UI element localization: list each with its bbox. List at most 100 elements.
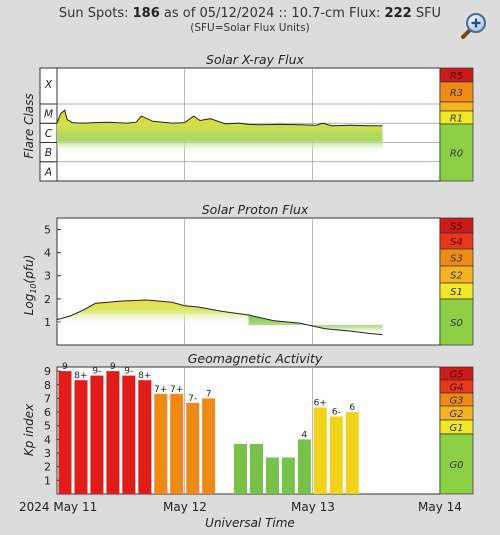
x-tick-may11: 2024 May 11 bbox=[19, 500, 97, 514]
kp-bar-label: 7+ bbox=[170, 385, 183, 395]
kp-scale-label: G1 bbox=[449, 423, 463, 434]
proton-scale-label: S0 bbox=[450, 318, 463, 329]
proton-scale-label: S3 bbox=[450, 254, 463, 265]
kp-bar-label: 9 bbox=[110, 362, 116, 372]
flux-unit: SFU bbox=[415, 6, 442, 21]
zoom-icon[interactable] bbox=[460, 12, 488, 40]
kp-bar bbox=[138, 380, 152, 494]
proton-flux-area-late bbox=[248, 315, 383, 335]
xray-class-label: X bbox=[44, 79, 53, 91]
proton-flux-area bbox=[57, 300, 249, 325]
kp-bar-label: 6- bbox=[332, 408, 341, 418]
xray-scale-label: R5 bbox=[450, 71, 463, 82]
xray-class-label: A bbox=[44, 166, 52, 178]
xray-flux-line bbox=[56, 109, 383, 127]
sunspots-label: Sun Spots: bbox=[58, 6, 129, 21]
kp-bar-label: 9- bbox=[92, 367, 101, 377]
kp-ytick-label: 8 bbox=[44, 379, 51, 392]
proton-scale-label: S2 bbox=[450, 271, 463, 282]
kp-bars: 98+ 9- 9 9- 8+7+ 7+7- 746+6- 6 bbox=[58, 362, 359, 494]
kp-bar-label: 7- bbox=[188, 394, 197, 404]
header-summary: Sun Spots: 186 as of 05/12/2024 :: 10.7-… bbox=[0, 6, 500, 21]
kp-ytick-label: 3 bbox=[44, 447, 51, 460]
proton-ytick-label: 1 bbox=[44, 316, 51, 329]
kp-bar bbox=[234, 443, 247, 494]
kp-bar bbox=[58, 371, 72, 494]
proton-ytick-label: 2 bbox=[44, 293, 51, 306]
kp-bar-label: 8+ bbox=[74, 371, 87, 381]
kp-ytick-label: 6 bbox=[44, 406, 51, 419]
xray-scale-label: R0 bbox=[450, 149, 463, 160]
xray-class-label: C bbox=[45, 128, 53, 140]
xray-title: Solar X-ray Flux bbox=[206, 52, 305, 67]
kp-ytick-label: 9 bbox=[44, 365, 51, 378]
flux-value: 222 bbox=[384, 6, 412, 21]
kp-bar bbox=[170, 393, 184, 494]
kp-scale-label: G4 bbox=[449, 383, 463, 394]
kp-bar bbox=[345, 412, 359, 494]
xray-class-box bbox=[39, 67, 58, 105]
kp-bar bbox=[106, 371, 120, 494]
xray-scale-label: R3 bbox=[450, 88, 463, 99]
x-axis: 2024 May 11 May 12 May 13 May 14 Univers… bbox=[19, 500, 462, 530]
sunspots-value: 186 bbox=[132, 6, 160, 21]
kp-scale-label: G2 bbox=[449, 409, 463, 420]
kp-ytick-label: 2 bbox=[44, 461, 51, 474]
proton-scale-label: S1 bbox=[450, 287, 463, 298]
xray-class-label: B bbox=[45, 147, 52, 159]
proton-scale-label: S5 bbox=[450, 222, 463, 233]
kp-bar-label: 7+ bbox=[154, 385, 167, 395]
proton-scale-segment bbox=[439, 298, 474, 346]
kp-scale-label: G0 bbox=[449, 460, 463, 471]
x-tick-may14: May 14 bbox=[418, 500, 462, 514]
kp-bar-label: 9 bbox=[62, 362, 68, 372]
kp-bar-label: 9- bbox=[124, 367, 133, 377]
kp-bar-label: 8+ bbox=[138, 371, 151, 381]
proton-scale-label: S4 bbox=[450, 237, 463, 248]
proton-ylabel: Log10(pfu) bbox=[22, 255, 38, 316]
xray-scale-segment bbox=[439, 101, 474, 112]
kp-gridlines bbox=[184, 367, 313, 494]
kp-bar bbox=[313, 407, 327, 494]
x-tick-may12: May 12 bbox=[163, 500, 207, 514]
kp-scale-segment bbox=[439, 433, 474, 495]
proton-title: Solar Proton Flux bbox=[202, 202, 309, 217]
kp-bar bbox=[202, 398, 216, 494]
xray-flux-area bbox=[57, 110, 383, 153]
as-of-date: as of 05/12/2024 :: bbox=[163, 6, 288, 21]
sfu-note: (SFU=Solar Flux Units) bbox=[190, 22, 310, 34]
kp-bar bbox=[329, 416, 343, 494]
xray-class-label: M bbox=[44, 109, 53, 121]
kp-bar-label: 6 bbox=[349, 403, 355, 413]
kp-bar bbox=[281, 457, 295, 494]
kp-bar-label: 7 bbox=[206, 389, 212, 399]
proton-radiation-scale: S5 S4 S3 S2 S1 S0 bbox=[439, 217, 474, 346]
kp-ytick-label: 5 bbox=[44, 420, 51, 433]
kp-bar bbox=[90, 375, 104, 494]
flux-label: 10.7-cm Flux: bbox=[291, 6, 381, 21]
kp-bar bbox=[266, 457, 279, 494]
kp-bar bbox=[74, 380, 88, 494]
kp-ytick-label: 1 bbox=[44, 474, 51, 487]
kp-bar bbox=[186, 402, 200, 494]
header: Sun Spots: 186 as of 05/12/2024 :: 10.7-… bbox=[0, 0, 500, 34]
kp-bar bbox=[297, 439, 311, 494]
x-axis-title: Universal Time bbox=[205, 516, 295, 530]
kp-bar bbox=[154, 393, 168, 494]
kp-bar bbox=[250, 443, 263, 494]
x-tick-may13: May 13 bbox=[291, 500, 335, 514]
kp-ytick-label: 7 bbox=[44, 392, 51, 405]
kp-bar-label: 6+ bbox=[314, 399, 327, 409]
kp-scale-label: G3 bbox=[449, 396, 463, 407]
kp-title: Geomagnetic Activity bbox=[188, 351, 323, 366]
xray-radio-scale: R5 R3 R1 R0 bbox=[439, 67, 474, 182]
kp-scale-label: G5 bbox=[449, 370, 463, 381]
proton-flux-line bbox=[56, 299, 383, 336]
kp-bar-label: 4 bbox=[302, 430, 308, 440]
xray-ylabel: Flare Class bbox=[22, 93, 36, 158]
